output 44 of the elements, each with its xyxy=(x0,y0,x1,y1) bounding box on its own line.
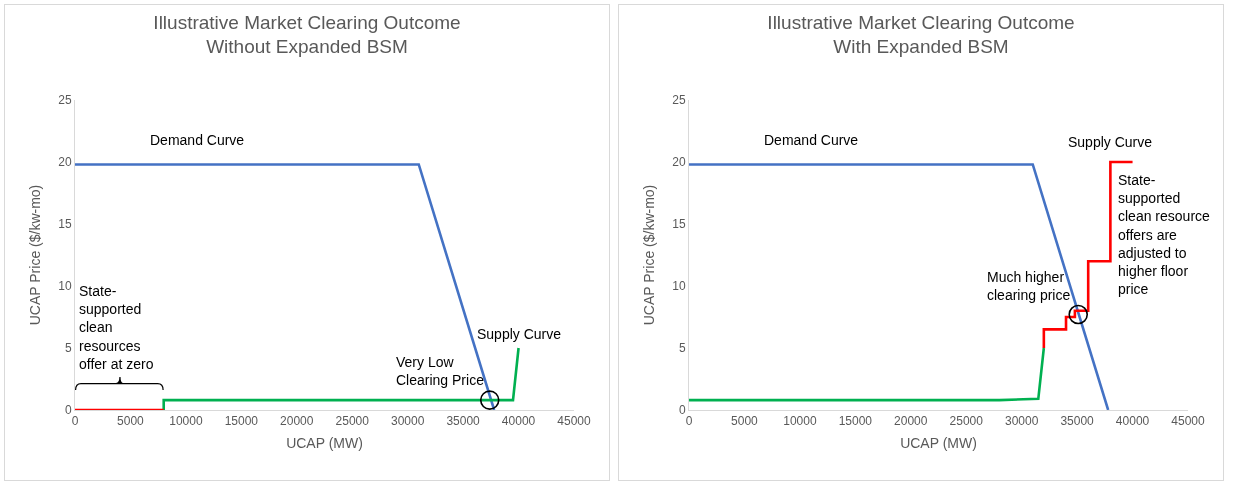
x-tick-label: 30000 xyxy=(1004,414,1039,429)
chart-title: Illustrative Market Clearing Outcome Without Expanded BSM xyxy=(153,11,461,58)
annotation: State- supported clean resources offer at zero xyxy=(79,283,154,372)
y-tick-label: 25 xyxy=(672,93,686,108)
y-tick-label: 25 xyxy=(58,93,72,108)
y-tick-label: 5 xyxy=(64,341,72,356)
y-tick-label: 5 xyxy=(678,341,686,356)
x-tick-label: 40000 xyxy=(501,414,536,429)
annotation: Much higher clearing price xyxy=(987,269,1071,304)
x-tick-label: 10000 xyxy=(169,414,203,429)
annotation: Supply Curve xyxy=(477,326,562,342)
y-tick-label: 10 xyxy=(672,279,686,294)
annotation: Demand Curve xyxy=(764,132,859,148)
x-tick-label: 15000 xyxy=(838,414,873,429)
annotation: Very Low Clearing Price xyxy=(396,354,485,389)
x-tick-label: 40000 xyxy=(1115,414,1150,429)
y-axis-title: UCAP Price ($/kw-mo) xyxy=(26,184,43,326)
annotation: Supply Curve xyxy=(1068,134,1153,150)
x-tick-label: 45000 xyxy=(1171,414,1206,429)
y-tick-label: 15 xyxy=(58,217,72,232)
x-tick-label: 20000 xyxy=(280,414,314,429)
annotation: Demand Curve xyxy=(150,132,245,148)
x-axis-title: UCAP (MW) xyxy=(286,434,363,451)
y-tick-label: 20 xyxy=(58,155,72,170)
x-tick-label: 20000 xyxy=(894,414,928,429)
x-tick-label: 5000 xyxy=(731,414,759,429)
y-tick-label: 0 xyxy=(64,403,72,418)
x-tick-label: 45000 xyxy=(557,414,592,429)
y-tick-label: 0 xyxy=(678,403,686,418)
x-tick-label: 25000 xyxy=(335,414,370,429)
y-tick-label: 20 xyxy=(672,155,686,170)
y-axis-title: UCAP Price ($/kw-mo) xyxy=(640,184,657,326)
annotation: State- supported clean resource offers are adjusted to higher floor price xyxy=(1118,172,1211,298)
x-tick-label: 10000 xyxy=(783,414,817,429)
x-tick-label: 15000 xyxy=(224,414,259,429)
y-tick-label: 15 xyxy=(672,217,686,232)
x-tick-label: 5000 xyxy=(117,414,145,429)
x-tick-label: 35000 xyxy=(446,414,481,429)
x-tick-label: 25000 xyxy=(949,414,984,429)
chart-title: Illustrative Market Clearing Outcome With Expanded BSM xyxy=(767,11,1075,58)
x-axis-title: UCAP (MW) xyxy=(900,434,977,451)
y-tick-label: 10 xyxy=(58,279,72,294)
x-tick-label: 35000 xyxy=(1060,414,1095,429)
x-tick-label: 30000 xyxy=(390,414,425,429)
